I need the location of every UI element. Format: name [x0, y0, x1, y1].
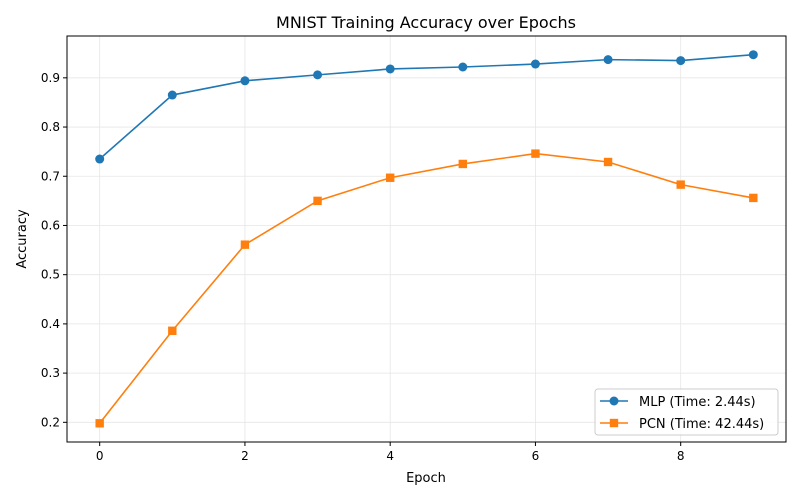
x-tick-label: 2 — [241, 449, 249, 463]
x-tick-label: 4 — [386, 449, 394, 463]
mlp-point — [313, 70, 323, 80]
pcn-point — [676, 180, 685, 189]
mlp-line — [99, 53, 754, 160]
y-tick-label: 0.5 — [41, 268, 60, 282]
x-tick-label: 8 — [677, 449, 685, 463]
y-tick-label: 0.6 — [41, 218, 60, 232]
legend-pcn-label: PCN (Time: 42.44s) — [639, 417, 764, 432]
mlp-point — [167, 90, 177, 100]
y-tick-label: 0.3 — [41, 366, 60, 380]
y-axis-label: Accuracy — [15, 209, 30, 269]
pcn-point — [313, 196, 322, 206]
mlp-point — [603, 55, 613, 65]
series-group — [95, 50, 758, 428]
legend-pcn-marker — [609, 418, 619, 428]
pcn-point — [749, 193, 758, 203]
grid — [67, 36, 786, 442]
pcn-line — [99, 152, 754, 424]
mlp-point — [676, 56, 686, 66]
ticks: 0 2 4 6 8 0.2 0.3 0.4 0.5 0.6 0.7 0.8 0.9 — [41, 71, 685, 463]
pcn-point — [458, 159, 468, 169]
legend: MLP (Time: 2.44s) PCN (Time: 42.44s) — [594, 388, 779, 436]
pcn-point — [168, 326, 177, 335]
pcn-point — [385, 173, 395, 182]
mlp-point — [95, 154, 105, 164]
y-tick-label: 0.9 — [41, 71, 60, 85]
x-tick-label: 6 — [532, 449, 540, 463]
pcn-point — [240, 240, 250, 249]
mlp-point — [748, 50, 758, 60]
mlp-point — [530, 59, 540, 69]
mlp-point — [240, 76, 250, 86]
mlp-point — [385, 64, 395, 74]
pcn-point — [603, 157, 613, 167]
pcn-point — [531, 149, 540, 158]
y-tick-label: 0.2 — [41, 415, 60, 429]
x-tick-label: 0 — [96, 449, 104, 463]
chart-title: MNIST Training Accuracy over Epochs — [276, 13, 576, 32]
x-axis-label: Epoch — [406, 471, 446, 486]
legend-mlp-label: MLP (Time: 2.44s) — [639, 395, 756, 410]
y-tick-label: 0.4 — [41, 317, 60, 331]
y-tick-label: 0.8 — [41, 120, 60, 134]
legend-mlp-marker — [609, 396, 619, 406]
pcn-point — [95, 419, 104, 428]
y-tick-label: 0.7 — [41, 169, 60, 183]
legend-box — [594, 388, 779, 436]
mlp-point — [458, 62, 468, 72]
plot-frame — [66, 35, 787, 443]
